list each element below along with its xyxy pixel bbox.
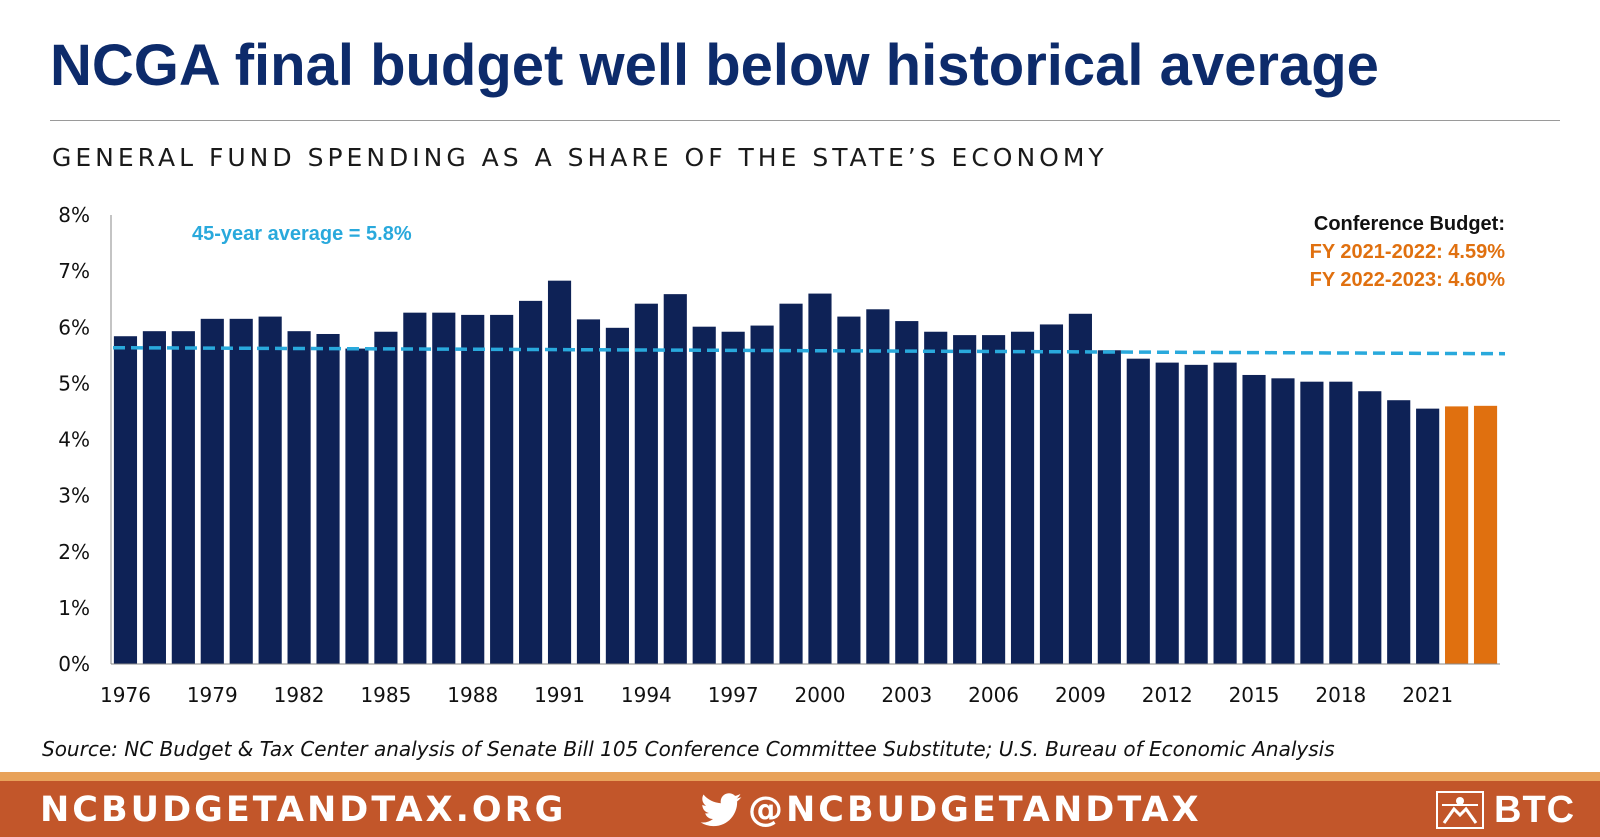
y-tick-label: 0% <box>58 652 90 676</box>
annotation-line-fy2022-2023: FY 2022-2023: 4.60% <box>1310 269 1506 291</box>
title-divider <box>50 120 1560 121</box>
x-tick-label: 2015 <box>1229 683 1280 707</box>
twitter-icon <box>700 793 742 827</box>
bar-1987 <box>432 312 456 664</box>
source-note: Source: NC Budget & Tax Center analysis … <box>42 737 1335 761</box>
bar-2013 <box>1184 364 1208 664</box>
annotation-line-fy2021-2022: FY 2021-2022: 4.59% <box>1310 241 1506 263</box>
twitter-handle-link[interactable]: @NCBUDGETANDTAX <box>748 790 1202 830</box>
bar-2009 <box>1068 313 1092 664</box>
bar-1990 <box>519 300 543 664</box>
bar-1998 <box>750 325 774 664</box>
bar-2000 <box>808 293 832 664</box>
y-tick-label: 5% <box>58 371 90 395</box>
y-tick-label: 8% <box>58 203 90 227</box>
bar-2003 <box>895 321 919 664</box>
bar-2005 <box>953 335 977 664</box>
bar-2001 <box>837 316 861 664</box>
bar-2022 <box>1445 406 1469 664</box>
x-tick-label: 2012 <box>1142 683 1193 707</box>
bar-2015 <box>1242 374 1266 664</box>
x-tick-label: 1991 <box>534 683 585 707</box>
bar-2020 <box>1387 400 1411 664</box>
bar-1991 <box>547 280 572 664</box>
bar-1993 <box>605 327 629 664</box>
bar-1982 <box>287 331 311 664</box>
bar-1999 <box>779 303 803 664</box>
bar-2017 <box>1300 381 1324 664</box>
x-tick-label: 1985 <box>360 683 411 707</box>
bar-1988 <box>461 314 485 664</box>
x-tick-label: 2009 <box>1055 683 1106 707</box>
x-tick-label: 2018 <box>1315 683 1366 707</box>
bar-1985 <box>374 331 398 664</box>
bar-1984 <box>345 348 369 664</box>
average-line <box>112 345 1506 356</box>
btc-logo-text: BTC <box>1494 789 1576 831</box>
chart-subtitle: GENERAL FUND SPENDING AS A SHARE OF THE … <box>52 143 1108 172</box>
bar-1977 <box>142 331 166 664</box>
x-tick-label: 1988 <box>447 683 498 707</box>
bar-1989 <box>490 314 514 664</box>
bar-1995 <box>663 294 687 664</box>
bar-2023 <box>1473 405 1498 664</box>
btc-logo-icon <box>1436 791 1484 829</box>
bar-2014 <box>1213 362 1237 664</box>
bar-2008 <box>1039 324 1064 664</box>
bar-2016 <box>1271 378 1295 664</box>
bar-1992 <box>576 319 601 664</box>
bar-1983 <box>316 333 340 664</box>
x-tick-label: 2000 <box>795 683 846 707</box>
y-tick-label: 4% <box>58 428 90 452</box>
x-tick-label: 2021 <box>1402 683 1453 707</box>
footer-stripe <box>0 772 1600 781</box>
bar-1996 <box>692 326 716 664</box>
average-line-label: 45-year average = 5.8% <box>192 223 412 245</box>
bar-1997 <box>721 331 745 664</box>
bar-1981 <box>258 316 282 664</box>
x-tick-label: 2006 <box>968 683 1019 707</box>
y-axis-tick-labels: 0% 1% 2% 3% 4% 5% 6% 7% 8% <box>58 203 90 676</box>
x-axis-tick-labels: 1976 1979 1982 1985 1988 1991 1994 1997 2000 2003… <box>100 683 1453 707</box>
bar-2010 <box>1097 350 1121 664</box>
bar-series <box>113 280 1498 664</box>
bar-1979 <box>200 318 224 664</box>
y-tick-label: 2% <box>58 540 90 564</box>
bar-1976 <box>113 336 138 664</box>
bar-2019 <box>1358 391 1382 664</box>
bar-1986 <box>403 312 427 664</box>
bar-2006 <box>982 335 1006 664</box>
bar-1980 <box>229 318 253 664</box>
bar-2012 <box>1155 362 1179 664</box>
bar-2007 <box>1010 331 1035 664</box>
y-tick-label: 1% <box>58 596 90 620</box>
annotation-heading: Conference Budget: <box>1314 213 1505 235</box>
page-title: NCGA final budget well below historical … <box>50 33 1379 98</box>
bar-2018 <box>1329 381 1353 664</box>
y-tick-label: 6% <box>58 315 90 339</box>
footer-band: NCBUDGETANDTAX.ORG @NCBUDGETANDTAX BTC <box>0 781 1600 837</box>
x-tick-label: 1997 <box>708 683 759 707</box>
bar-2021 <box>1416 408 1440 664</box>
x-tick-label: 1982 <box>274 683 325 707</box>
x-tick-label: 1976 <box>100 683 151 707</box>
bar-1994 <box>634 303 658 664</box>
bar-2004 <box>924 331 948 664</box>
x-tick-label: 2003 <box>881 683 932 707</box>
bar-chart: 0% 1% 2% 3% 4% 5% 6% 7% 8% 45-year average = 5.8… <box>58 203 1506 707</box>
website-link[interactable]: NCBUDGETANDTAX.ORG <box>40 790 567 830</box>
y-tick-label: 3% <box>58 484 90 508</box>
x-tick-label: 1979 <box>187 683 238 707</box>
bar-1978 <box>171 331 195 664</box>
bar-2002 <box>866 309 890 664</box>
x-tick-label: 1994 <box>621 683 672 707</box>
bar-2011 <box>1126 358 1150 664</box>
y-tick-label: 7% <box>58 259 90 283</box>
